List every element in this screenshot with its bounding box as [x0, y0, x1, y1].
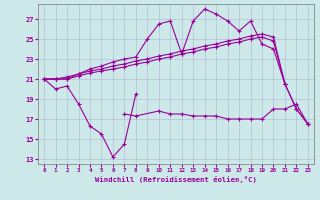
X-axis label: Windchill (Refroidissement éolien,°C): Windchill (Refroidissement éolien,°C) [95, 176, 257, 183]
